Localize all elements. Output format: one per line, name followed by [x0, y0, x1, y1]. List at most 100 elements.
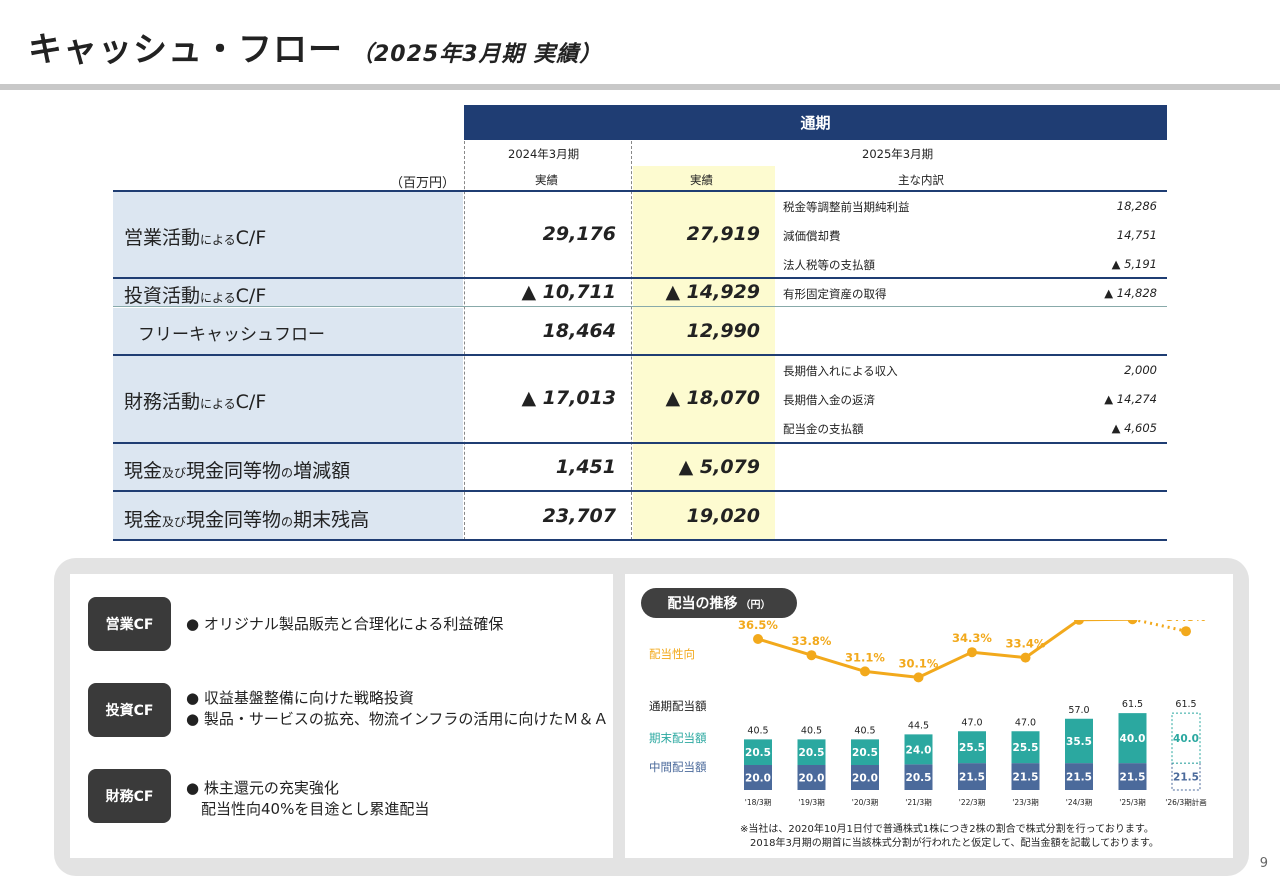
x-tick-label: '23/3期: [1012, 798, 1038, 807]
bar-final: [958, 731, 986, 764]
label-interim: 21.5: [1013, 772, 1039, 784]
x-tick-label: '18/3期: [745, 798, 771, 807]
investing-cf-badge: 投資CF: [88, 683, 171, 737]
label-interim: 21.5: [1066, 772, 1092, 784]
detail-label: 配当金の支払額: [783, 422, 864, 436]
label-total: 40.5: [854, 725, 875, 736]
detail-value: ▲ 5,191: [1111, 257, 1157, 271]
unit-label: （百万円）: [390, 176, 456, 191]
row-label-bg: [113, 492, 463, 539]
legend-interim: 中間配当額: [649, 760, 707, 774]
payout-point: [1020, 652, 1031, 663]
row-label-investing: 投資活動によるC/F: [124, 285, 267, 307]
net-change-prev: 1,451: [555, 456, 616, 478]
detail-label: 有形固定資産の取得: [783, 287, 887, 301]
detail-value: 18,286: [1116, 199, 1157, 213]
cur-sub-header: 実績: [690, 173, 713, 187]
page-title-main: キャッシュ・フロー: [28, 30, 343, 70]
bar-interim: [958, 763, 986, 790]
operating-cur: 27,919: [686, 223, 760, 245]
current-column-highlight: [633, 166, 775, 540]
table-band-header: 通期: [464, 105, 1167, 140]
row-label-fcf: フリーキャッシュフロー: [138, 325, 325, 345]
bar-interim: [1171, 762, 1201, 791]
financing-cf-badge: 財務CF: [88, 769, 171, 823]
payout-label: 37.8%: [1166, 620, 1206, 624]
detail-value: ▲ 14,828: [1104, 286, 1157, 300]
detail-value: ▲ 4,605: [1111, 421, 1157, 435]
label-interim: 20.0: [852, 773, 878, 785]
fcf-prev: 18,464: [542, 320, 616, 342]
label-interim: 20.5: [906, 772, 932, 784]
detail-label: 法人税等の支払額: [783, 258, 875, 272]
label-total: 61.5: [1175, 699, 1196, 710]
x-tick-label: '21/3期: [905, 798, 931, 807]
payout-line-segment: [971, 650, 1026, 660]
label-final: 40.0: [1173, 733, 1199, 745]
bar-interim: [1011, 763, 1040, 790]
label-interim: 20.0: [799, 773, 825, 785]
table-rule: [113, 306, 1167, 307]
bar-final: [744, 739, 772, 765]
column-divider: [631, 141, 632, 540]
detail-value: 2,000: [1124, 363, 1157, 377]
investing-cur: ▲ 14,929: [665, 281, 760, 303]
label-total: 57.0: [1068, 705, 1089, 716]
net-change-cur: ▲ 5,079: [678, 456, 760, 478]
payout-line-segment: [917, 650, 973, 679]
label-final: 20.5: [745, 747, 771, 759]
payout-label: 31.1%: [845, 650, 885, 664]
prev-sub-header: 実績: [535, 173, 558, 187]
bar-interim: [851, 765, 879, 790]
x-tick-label: '19/3期: [798, 798, 824, 807]
bar-final: [1118, 713, 1147, 764]
legend-total: 通期配当額: [649, 699, 707, 713]
payout-label: 34.3%: [952, 631, 992, 645]
operating-prev: 29,176: [542, 223, 616, 245]
payout-point: [1181, 626, 1191, 637]
page-subtitle: （2025年3月期 実績）: [351, 42, 603, 67]
bar-final: [851, 739, 879, 765]
financing-cur: ▲ 18,070: [665, 387, 760, 409]
label-total: 44.5: [908, 720, 929, 731]
operating-cf-text: ● オリジナル製品販売と合理化による利益確保: [186, 615, 504, 633]
table-rule: [113, 190, 1167, 192]
chart-footnote: ※当社は、2020年10月1日付で普通株式1株につき2株の割合で株式分割を行って…: [740, 824, 1159, 849]
bar-final: [1011, 731, 1040, 764]
payout-point: [753, 634, 763, 644]
ending-balance-prev: 23,707: [542, 505, 616, 527]
row-label-bg: [113, 192, 463, 277]
payout-point: [860, 666, 870, 677]
label-final: 24.0: [906, 744, 932, 756]
label-interim: 21.5: [959, 772, 985, 784]
legend-final: 期末配当額: [649, 731, 707, 745]
detail-value: ▲ 14,274: [1104, 392, 1157, 406]
payout-point: [967, 647, 977, 658]
label-final: 25.5: [1013, 742, 1039, 754]
x-tick-label: '20/3期: [852, 798, 878, 807]
ending-balance-cur: 19,020: [686, 505, 760, 527]
payout-label: 33.4%: [1006, 637, 1046, 651]
table-rule: [113, 539, 1167, 541]
row-label-bg: [113, 308, 463, 354]
payout-point: [913, 672, 924, 683]
detail-value: 14,751: [1116, 228, 1157, 242]
x-tick-label: '24/3期: [1066, 798, 1092, 807]
detail-label: 長期借入れによる収入: [783, 364, 898, 378]
bar-final: [797, 739, 826, 765]
label-total: 61.5: [1122, 699, 1143, 710]
row-label-bg: [113, 356, 463, 442]
row-label-operating: 営業活動によるC/F: [124, 227, 267, 249]
bar-interim: [744, 765, 772, 790]
financing-cf-text: ● 株主還元の充実強化 配当性向40%を目途とし累進配当: [186, 779, 430, 818]
bar-final: [1065, 718, 1093, 764]
label-total: 47.0: [961, 717, 982, 728]
table-rule: [113, 277, 1167, 279]
detail-header: 主な内訳: [898, 173, 944, 187]
label-final: 35.5: [1066, 736, 1092, 748]
x-tick-label: '25/3期: [1119, 798, 1145, 807]
page-number: 9: [1259, 856, 1268, 871]
payout-point: [806, 650, 817, 661]
table-rule: [113, 490, 1167, 492]
bar-interim: [904, 764, 933, 790]
